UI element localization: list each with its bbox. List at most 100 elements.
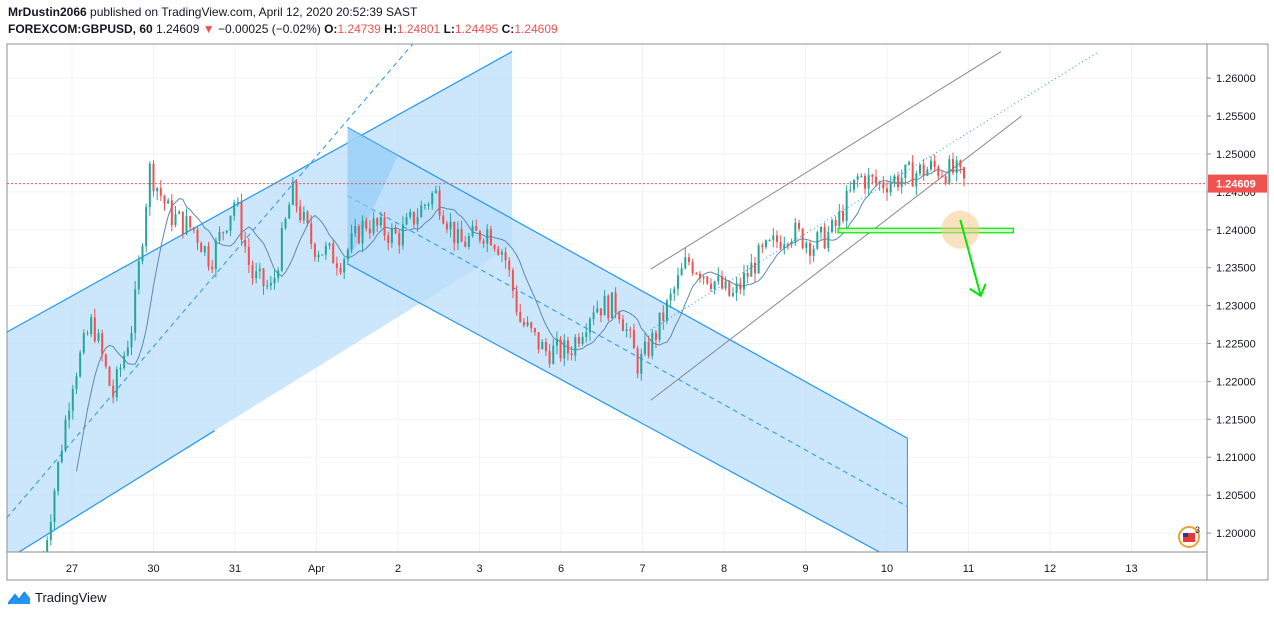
candle-body [361, 220, 364, 244]
candle-body [387, 235, 390, 243]
open-value: 1.24739 [337, 22, 381, 36]
price-change: −0.00025 (−0.02%) [218, 22, 321, 36]
candle-body [739, 283, 742, 290]
candle-body [115, 369, 118, 398]
price-axis[interactable]: 1.260001.255001.250001.245001.240001.235… [1207, 73, 1267, 540]
candle-body [365, 220, 368, 229]
candle-body [526, 322, 529, 326]
candle-body [658, 312, 661, 340]
candle-body [838, 211, 841, 226]
candle-body [163, 195, 166, 204]
candle-body [53, 490, 56, 523]
channel-upper-line [650, 51, 1002, 270]
time-tick-label: 11 [963, 563, 974, 575]
candle-body [900, 177, 903, 188]
candle-body [581, 336, 584, 344]
candle-body [636, 348, 639, 374]
candle-body [343, 259, 346, 273]
chart-frame [6, 43, 1269, 581]
candle-body [478, 231, 481, 241]
channel-lower-line [17, 430, 215, 552]
candle-body [541, 342, 544, 350]
candle-body [570, 353, 573, 356]
candle-body [236, 201, 239, 204]
time-axis[interactable]: 27 30 31 Apr 2 3 6 7 8 9 10 11 12 13 [66, 563, 1138, 575]
candle-body [321, 254, 324, 256]
us-flag-icon [1183, 533, 1195, 542]
candle-body [427, 204, 430, 206]
candle-body [310, 223, 313, 244]
candle-body [189, 216, 192, 228]
candle-body [434, 190, 437, 194]
candle-body [420, 205, 423, 218]
candle-body [185, 216, 188, 234]
time-tick-label: 30 [147, 563, 159, 575]
candle-body [537, 332, 540, 350]
candle-body [108, 366, 111, 386]
candle-body [357, 226, 360, 244]
candle-body [673, 288, 676, 294]
candle-body [255, 271, 258, 279]
candle-body [944, 176, 947, 184]
candle-body [753, 262, 756, 274]
candle-body [922, 164, 925, 176]
candle-body [761, 245, 764, 248]
us-flag-canton [1183, 533, 1188, 537]
candle-body [720, 276, 723, 289]
channel-mid-line [7, 44, 414, 519]
candle-body [152, 163, 155, 192]
author-name[interactable]: MrDustin2066 [8, 5, 87, 19]
candle-body [350, 233, 353, 250]
candle-body [262, 268, 265, 286]
candle-body [445, 223, 448, 230]
candle-body [376, 218, 379, 226]
candle-body [783, 244, 786, 249]
open-label: O: [324, 22, 338, 36]
candle-body [731, 293, 734, 296]
flag-badge[interactable]: 3 [1178, 525, 1200, 548]
time-tick-label: 2 [395, 563, 401, 575]
candle-body [566, 340, 569, 354]
candle-body [559, 338, 562, 359]
candle-body [482, 240, 485, 244]
candle-body [819, 226, 822, 233]
candle-body [629, 329, 632, 331]
high-label: H: [384, 22, 397, 36]
candle-body [82, 333, 85, 353]
candle-body [126, 347, 129, 356]
candle-body [603, 295, 606, 316]
channel-lower-line [650, 115, 1022, 401]
close-value: 1.24609 [514, 22, 558, 36]
tradingview-brand[interactable]: TradingView [8, 590, 107, 605]
candle-body [489, 229, 492, 246]
candle-body [665, 300, 668, 321]
candle-body [640, 354, 643, 374]
candle-body [808, 243, 811, 256]
candle-body [937, 167, 940, 177]
candle-body [621, 319, 624, 331]
candle-body [93, 317, 96, 342]
price-tick-label: 1.22500 [1216, 338, 1256, 350]
candle-body [460, 229, 463, 242]
candle-body [698, 273, 701, 279]
candle-body [533, 328, 536, 333]
candle-body [592, 312, 595, 320]
candle-body [431, 193, 434, 205]
candle-body [530, 322, 533, 329]
candle-body [313, 243, 316, 258]
candle-body [702, 276, 705, 279]
candle-body [251, 264, 254, 279]
highlight-circle [941, 210, 980, 249]
candle-body [790, 241, 793, 245]
symbol-name[interactable]: FOREXCOM:GBPUSD, 60 [8, 22, 153, 36]
candle-body [764, 240, 767, 248]
candle-body [471, 225, 474, 237]
candle-body [64, 419, 67, 451]
candle-body [112, 385, 115, 398]
candle-body [277, 270, 280, 279]
candle-body [145, 206, 148, 247]
candle-body [302, 211, 305, 221]
time-tick-label: 6 [558, 563, 564, 575]
candle-body [695, 273, 698, 275]
